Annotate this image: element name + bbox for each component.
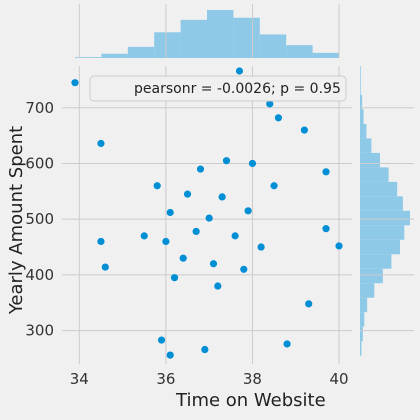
scatter-point [300,126,308,134]
x-hist-bar [74,57,102,58]
x-tick-labels: 34 36 38 40 [70,370,349,388]
y-hist-bar [360,80,361,95]
y-hist-bar [360,312,365,327]
y-tick-label: 300 [25,322,54,340]
scatter-point [305,300,313,308]
x-tick-label: 36 [156,370,175,388]
scatter-point [209,260,218,268]
scatter-point [322,225,330,233]
y-hist-bar [360,239,400,255]
scatter-point [183,190,192,198]
scatter-point [257,243,265,251]
x-hist-bar [286,45,313,58]
scatter-point [140,232,148,240]
x-tick-label: 40 [329,370,348,388]
scatter-point [218,193,226,201]
scatter-point [162,237,170,246]
marginal-x-histogram [74,10,340,58]
scatter-point [196,165,205,173]
scatter-point [201,345,209,354]
scatter-point [244,207,252,215]
main-scatter-axes: 34 36 38 40 300 400 500 600 700 pearsonr = -0.0… [6,4,414,411]
scatter-point [192,227,200,236]
x-hist-bar [207,10,234,58]
annotation-frame [89,75,347,102]
x-axis-label: Time on Website [175,390,326,411]
x-hist-bar [312,52,340,58]
marginal-y-histogram [360,66,410,356]
scatter-point [166,351,174,359]
scatter-point [214,282,222,290]
scatter-point [270,182,278,190]
x-tick-label: 38 [243,370,262,388]
scatter-point [71,79,79,87]
scatter-point [101,263,109,271]
y-hist-bar [360,254,392,269]
y-hist-bar [360,66,361,81]
grid-lines [62,4,414,364]
x-tick-label: 34 [70,370,89,388]
y-hist-bar [360,123,367,139]
scatter-point [322,168,330,176]
x-hist-bar [101,53,128,58]
scatter-point [179,254,187,262]
pearsonr-annotation: pearsonr = -0.0026; p = 0.95 [134,81,341,97]
scatter-point [248,159,257,168]
scatter-point [97,139,105,148]
y-hist-bar [360,225,405,240]
y-hist-bar [360,326,363,342]
y-tick-labels: 300 400 500 600 700 [25,99,54,340]
y-tick-label: 400 [25,266,54,284]
y-hist-bar [360,268,383,284]
scatter-point [231,232,239,240]
y-hist-bar [360,196,403,211]
y-axis-label: Yearly Amount Spent [6,126,27,315]
x-hist-bar [259,34,287,58]
scatter-point [205,214,213,222]
scatter-point [335,242,343,250]
scatter-point [283,340,291,348]
y-hist-bar [360,167,389,182]
y-hist-bar [360,94,363,110]
scatter-point [266,100,274,108]
scatter-point [274,114,283,122]
x-hist-bar [233,17,260,58]
y-hist-bar [360,210,410,226]
scatter-point [235,67,244,75]
x-hist-bar [154,32,181,58]
y-hist-bar [360,283,375,298]
scatter-point [170,274,179,282]
y-hist-bar [360,152,380,168]
scatter-point [240,265,248,273]
scatter-point [97,237,105,246]
scatter-point [222,157,231,165]
y-tick-label: 600 [25,154,54,172]
scatter-point [153,182,161,190]
y-hist-bar [360,341,362,356]
y-hist-bar [360,138,372,153]
y-hist-bar [360,297,368,313]
scatter-points [71,67,343,359]
scatter-point [166,208,174,217]
x-hist-bar [127,46,155,58]
y-hist-bar [360,109,364,124]
y-tick-label: 700 [25,99,54,117]
y-tick-label: 500 [25,210,54,228]
x-hist-bar [180,19,207,58]
y-hist-bar [360,181,398,197]
annotation-box: pearsonr = -0.0026; p = 0.95 [89,75,347,102]
scatter-point [157,336,166,344]
